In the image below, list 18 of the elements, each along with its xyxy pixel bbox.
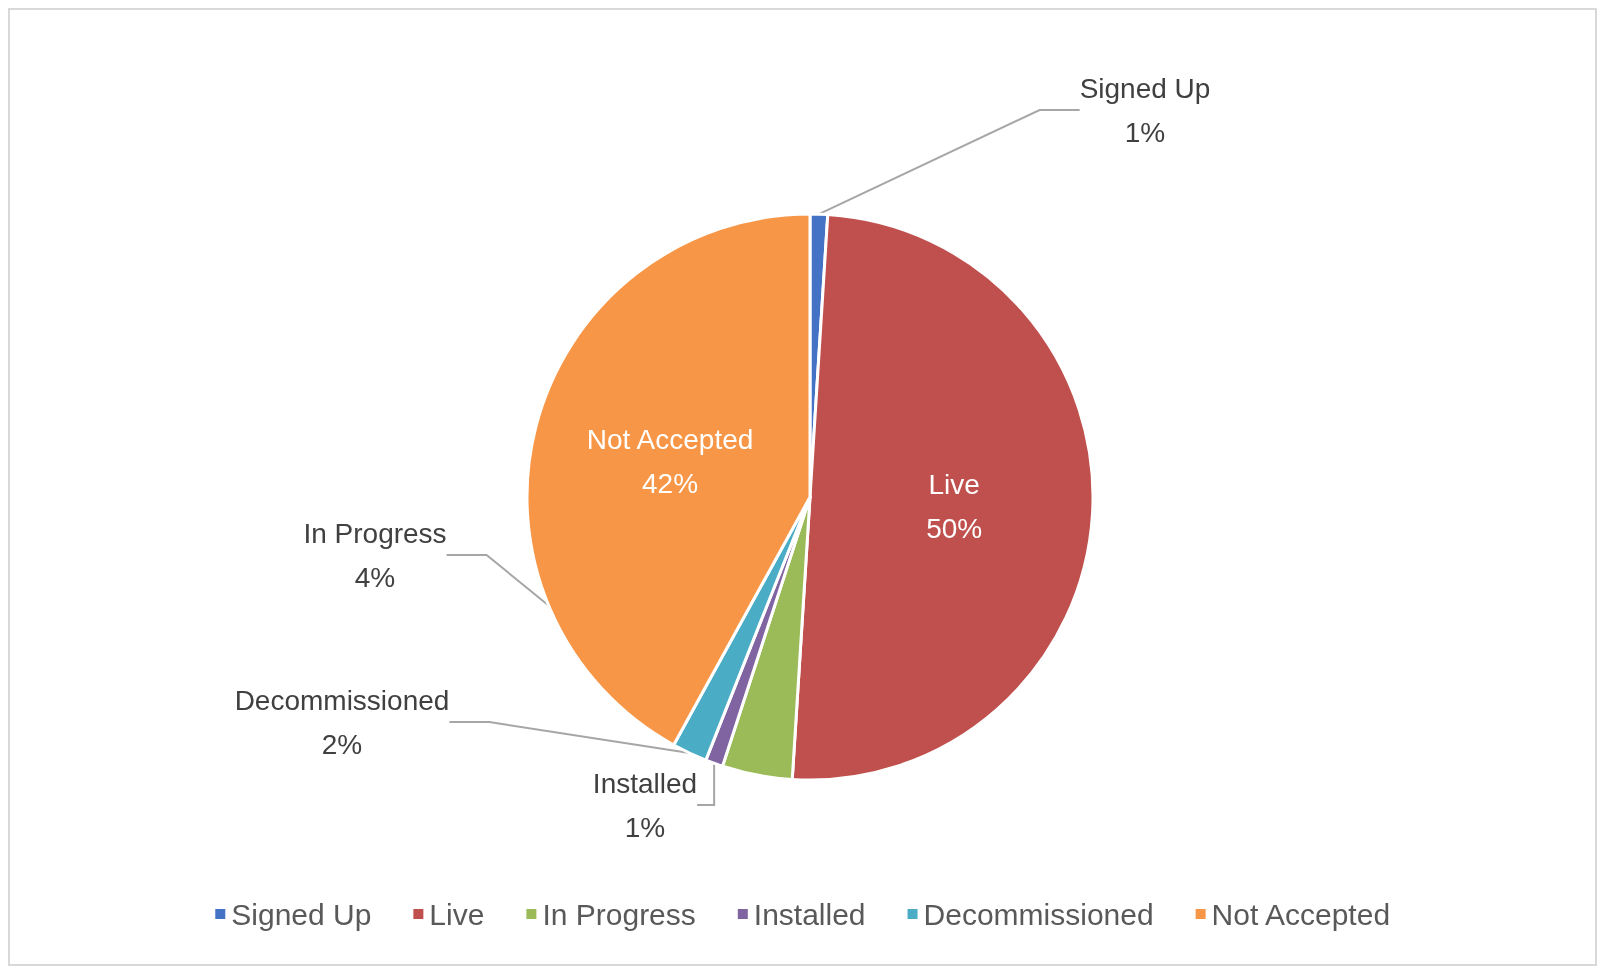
- slice-label: Installed: [592, 767, 698, 799]
- slice-label: Live: [928, 468, 980, 500]
- data-label: 42%: [642, 467, 699, 499]
- legend-label: Installed: [753, 897, 866, 931]
- data-label: 50%: [926, 512, 983, 544]
- legend-label: Signed Up: [231, 897, 372, 931]
- legend-label: Live: [429, 897, 485, 931]
- legend-label: In Progress: [542, 897, 696, 931]
- slice-label: Not Accepted: [586, 423, 754, 455]
- slice-label: In Progress: [303, 517, 447, 549]
- data-label: 1%: [624, 811, 666, 843]
- data-label: 2%: [321, 728, 363, 760]
- slice-label: Signed Up: [1079, 72, 1211, 104]
- legend-label: Decommissioned: [923, 897, 1154, 931]
- legend-label: Not Accepted: [1211, 897, 1391, 931]
- data-label: 4%: [354, 561, 396, 593]
- slice-label: Decommissioned: [234, 684, 450, 716]
- data-label: 1%: [1124, 116, 1166, 148]
